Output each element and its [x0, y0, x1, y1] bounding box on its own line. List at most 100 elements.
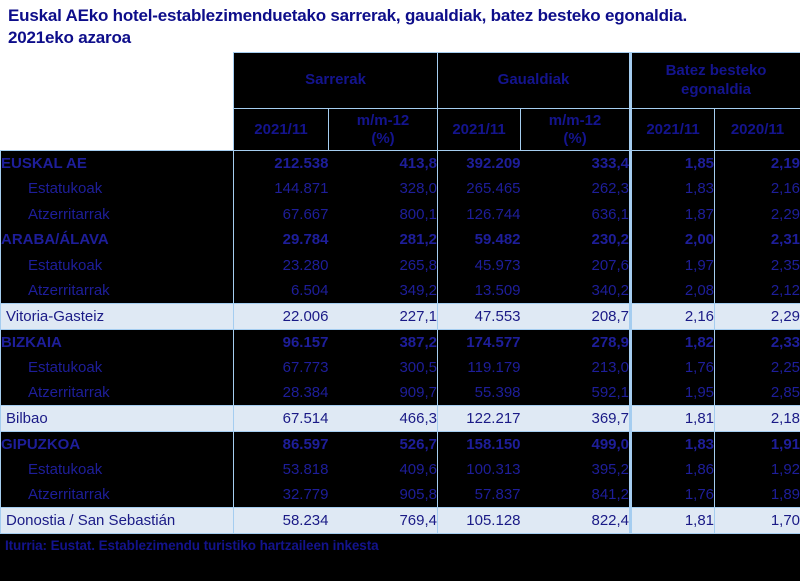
cell-egonaldia-2020: 2,85 — [714, 380, 800, 406]
table-row-atzerritarrak: Atzerritarrak 28.384 909,7 55.398 592,1 … — [0, 380, 800, 406]
cell-egonaldia-2021: 1,86 — [630, 456, 716, 482]
cell-gaualdiak-2021: 105.128 — [437, 507, 521, 534]
cell-gaualdiak-var: 207,6 — [520, 252, 633, 278]
table-row-estatukoak: Estatukoak 67.773 300,5 119.179 213,0 1,… — [0, 354, 800, 380]
cell-gaualdiak-2021: 126.744 — [437, 201, 521, 227]
cell-sarrerak-var: 409,6 — [328, 456, 439, 482]
cell-egonaldia-2020: 1,92 — [714, 456, 800, 482]
row-label: Bilbao — [0, 405, 234, 432]
cell-egonaldia-2021: 1,81 — [630, 405, 716, 432]
column-group-sarrerak: Sarrerak — [232, 52, 439, 109]
cell-gaualdiak-2021: 392.209 — [437, 150, 521, 176]
cell-sarrerak-var: 466,3 — [328, 405, 439, 432]
header-blank-cell — [0, 52, 234, 109]
cell-gaualdiak-2021: 57.837 — [437, 482, 521, 508]
table-row-bilbao: Bilbao 67.514 466,3 122.217 369,7 1,81 2… — [0, 405, 800, 432]
cell-sarrerak-2021: 58.234 — [233, 507, 329, 534]
cell-sarrerak-var: 800,1 — [328, 201, 439, 227]
cell-gaualdiak-2021: 122.217 — [437, 405, 521, 432]
cell-egonaldia-2021: 1,76 — [630, 482, 716, 508]
row-label: Estatukoak — [0, 456, 234, 482]
cell-egonaldia-2020: 2,29 — [714, 201, 800, 227]
row-label: Atzerritarrak — [0, 380, 234, 406]
cell-sarrerak-2021: 212.538 — [233, 150, 329, 176]
cell-gaualdiak-var: 208,7 — [520, 303, 633, 330]
table-row-estatukoak: Estatukoak 53.818 409,6 100.313 395,2 1,… — [0, 456, 800, 482]
cell-sarrerak-var: 349,2 — [328, 278, 439, 304]
cell-gaualdiak-2021: 100.313 — [437, 456, 521, 482]
cell-gaualdiak-2021: 174.577 — [437, 329, 521, 355]
cell-egonaldia-2021: 1,76 — [630, 354, 716, 380]
cell-sarrerak-2021: 23.280 — [233, 252, 329, 278]
row-label: Estatukoak — [0, 176, 234, 202]
cell-sarrerak-var: 526,7 — [328, 431, 439, 457]
cell-sarrerak-2021: 29.784 — [233, 227, 329, 253]
row-label: Atzerritarrak — [0, 278, 234, 304]
cell-gaualdiak-2021: 55.398 — [437, 380, 521, 406]
cell-sarrerak-2021: 67.514 — [233, 405, 329, 432]
cell-sarrerak-2021: 22.006 — [233, 303, 329, 330]
row-label: ARABA/ÁLAVA — [0, 227, 234, 253]
cell-sarrerak-2021: 32.779 — [233, 482, 329, 508]
source-note: Iturria: Eustat. Establezimendu turistik… — [0, 533, 800, 581]
cell-egonaldia-2020: 1,91 — [714, 431, 800, 457]
cell-sarrerak-2021: 53.818 — [233, 456, 329, 482]
cell-egonaldia-2020: 1,70 — [714, 507, 800, 534]
cell-egonaldia-2020: 1,89 — [714, 482, 800, 508]
cell-gaualdiak-var: 278,9 — [520, 329, 633, 355]
cell-egonaldia-2021: 1,82 — [630, 329, 716, 355]
cell-gaualdiak-2021: 47.553 — [437, 303, 521, 330]
table-row-euskal-ae: EUSKAL AE 212.538 413,8 392.209 333,4 1,… — [0, 150, 800, 176]
cell-egonaldia-2020: 2,35 — [714, 252, 800, 278]
row-label: Estatukoak — [0, 252, 234, 278]
table-row-bizkaia: BIZKAIA 96.157 387,2 174.577 278,9 1,82 … — [0, 329, 800, 355]
cell-sarrerak-var: 387,2 — [328, 329, 439, 355]
cell-gaualdiak-var: 636,1 — [520, 201, 633, 227]
cell-sarrerak-2021: 96.157 — [233, 329, 329, 355]
cell-egonaldia-2020: 2,29 — [714, 303, 800, 330]
cell-gaualdiak-var: 592,1 — [520, 380, 633, 406]
cell-gaualdiak-var: 340,2 — [520, 278, 633, 304]
column-sarrerak-2021-11: 2021/11 — [233, 108, 329, 151]
row-label: Atzerritarrak — [0, 201, 234, 227]
cell-egonaldia-2021: 1,85 — [630, 150, 716, 176]
cell-sarrerak-var: 265,8 — [328, 252, 439, 278]
cell-egonaldia-2021: 2,16 — [630, 303, 716, 330]
row-label: EUSKAL AE — [0, 150, 234, 176]
cell-sarrerak-var: 905,8 — [328, 482, 439, 508]
page-title: Euskal AEko hotel-establezimenduetako sa… — [8, 6, 688, 48]
cell-sarrerak-var: 328,0 — [328, 176, 439, 202]
header-group-row: Sarrerak Gaualdiak Batez besteko egonald… — [0, 52, 800, 109]
cell-sarrerak-2021: 86.597 — [233, 431, 329, 457]
cell-sarrerak-var: 413,8 — [328, 150, 439, 176]
cell-egonaldia-2021: 2,00 — [630, 227, 716, 253]
row-label: GIPUZKOA — [0, 431, 234, 457]
cell-sarrerak-2021: 67.667 — [233, 201, 329, 227]
column-egonaldia-2021-11: 2021/11 — [629, 108, 716, 151]
table-row-vitoria-gasteiz: Vitoria-Gasteiz 22.006 227,1 47.553 208,… — [0, 303, 800, 330]
cell-gaualdiak-var: 841,2 — [520, 482, 633, 508]
cell-sarrerak-2021: 28.384 — [233, 380, 329, 406]
cell-egonaldia-2020: 2,19 — [714, 150, 800, 176]
cell-gaualdiak-2021: 13.509 — [437, 278, 521, 304]
cell-sarrerak-var: 769,4 — [328, 507, 439, 534]
hotel-statistics-table: Sarrerak Gaualdiak Batez besteko egonald… — [0, 52, 800, 534]
cell-gaualdiak-var: 499,0 — [520, 431, 633, 457]
cell-gaualdiak-var: 333,4 — [520, 150, 633, 176]
column-group-batez-besteko-egonaldia: Batez besteko egonaldia — [629, 52, 800, 109]
cell-egonaldia-2021: 1,87 — [630, 201, 716, 227]
cell-egonaldia-2020: 2,33 — [714, 329, 800, 355]
cell-egonaldia-2020: 2,18 — [714, 405, 800, 432]
header-blank-cell — [0, 108, 234, 151]
column-gaualdiak-2021-11: 2021/11 — [437, 108, 522, 151]
table-row-atzerritarrak: Atzerritarrak 6.504 349,2 13.509 340,2 2… — [0, 278, 800, 304]
row-label: Estatukoak — [0, 354, 234, 380]
table-row-atzerritarrak: Atzerritarrak 32.779 905,8 57.837 841,2 … — [0, 482, 800, 508]
row-label: BIZKAIA — [0, 329, 234, 355]
table-row-gipuzkoa: GIPUZKOA 86.597 526,7 158.150 499,0 1,83… — [0, 431, 800, 457]
cell-sarrerak-var: 300,5 — [328, 354, 439, 380]
cell-egonaldia-2021: 2,08 — [630, 278, 716, 304]
cell-sarrerak-var: 909,7 — [328, 380, 439, 406]
column-group-gaualdiak: Gaualdiak — [437, 52, 632, 109]
